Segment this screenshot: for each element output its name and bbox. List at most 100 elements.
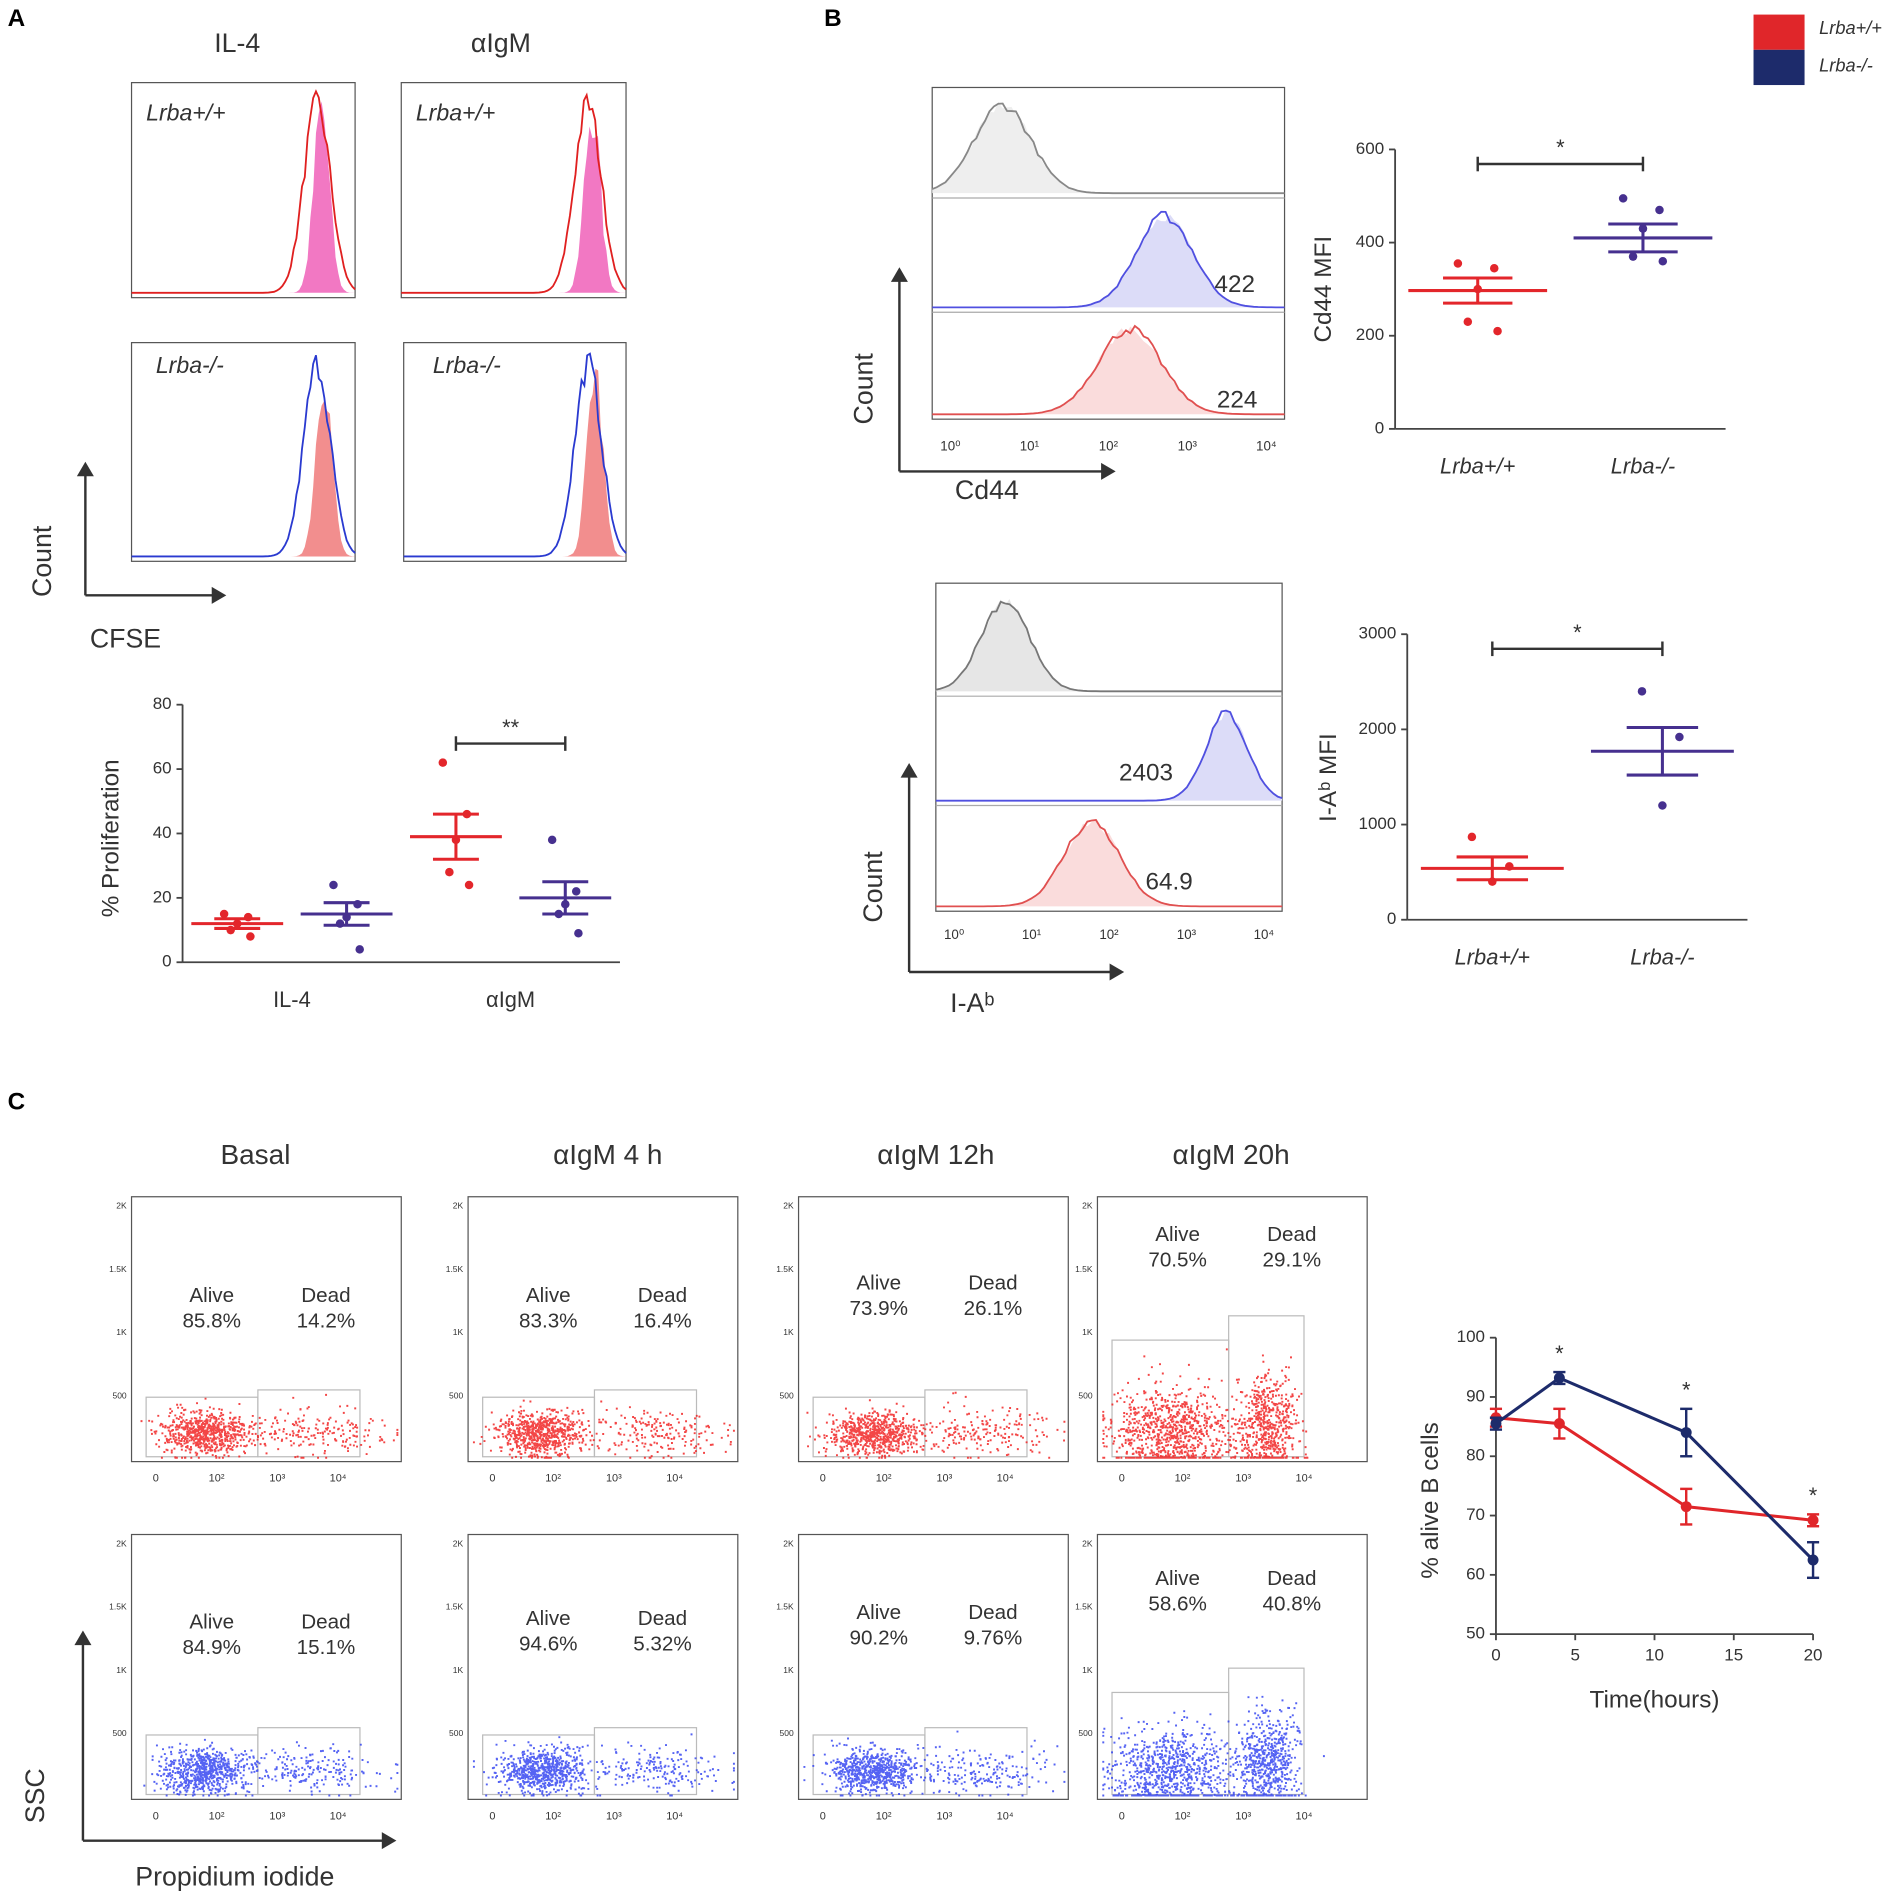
histogram-frame	[403, 342, 627, 562]
x-tick-label: 10³	[936, 1810, 952, 1822]
x-axis-label: Propidium iodide	[135, 1861, 334, 1891]
x-tick-label: 10⁰	[940, 439, 960, 454]
histogram-fill	[932, 326, 1285, 415]
histogram-frame	[400, 82, 627, 299]
flow-dots	[803, 1730, 1066, 1797]
y-tick-label: 2K	[116, 1201, 127, 1211]
y-tick-label: 40	[153, 823, 172, 842]
data-point	[353, 900, 362, 909]
gate-label: Dead	[638, 1607, 687, 1630]
histogram-line	[932, 324, 1285, 416]
arrow-head	[900, 763, 918, 778]
histogram-line	[932, 210, 1285, 309]
x-axis-label: Time(hours)	[1590, 1686, 1720, 1713]
genotype-label: Lrba+/+	[416, 99, 496, 125]
x-tick-label: Lrba+/+	[1455, 944, 1530, 969]
x-tick-label: Lrba-/-	[1611, 454, 1675, 479]
histogram-frame	[935, 582, 1283, 912]
y-tick-label: 1K	[1082, 1327, 1093, 1337]
x-tick-label: 10²	[1175, 1473, 1191, 1485]
genotype-label: Lrba-/-	[433, 352, 501, 378]
column-title: αIgM 20h	[1173, 1139, 1290, 1170]
gate	[924, 1727, 1028, 1796]
legend-label: Lrba-/-	[1819, 56, 1873, 76]
legend-swatch	[1753, 49, 1805, 86]
data-point	[1488, 877, 1497, 886]
mfi-value: 422	[1214, 271, 1255, 298]
histogram-fill	[935, 598, 1283, 692]
data-point	[451, 835, 461, 845]
gate	[257, 1389, 361, 1458]
histogram-fill	[131, 101, 356, 293]
x-tick-label: 0	[153, 1473, 159, 1485]
gate-label: Alive	[1155, 1223, 1200, 1246]
data-point	[1493, 326, 1502, 336]
histogram-fill	[935, 819, 1283, 907]
mfi-value: 2403	[1119, 759, 1173, 786]
x-tick-label: 0	[820, 1473, 826, 1485]
significance-label: *	[1809, 1483, 1818, 1508]
y-tick-label: 60	[153, 759, 172, 778]
y-tick-label: 500	[449, 1728, 463, 1738]
data-point	[445, 867, 454, 877]
histogram-frame	[931, 86, 1286, 420]
y-axis-label: Count	[27, 525, 57, 597]
y-tick-label: 1.5K	[776, 1264, 794, 1274]
y-tick-label: 1.5K	[776, 1602, 794, 1612]
gate-label: Dead	[968, 1272, 1017, 1295]
data-point	[1553, 1372, 1565, 1384]
x-tick-label: 10³	[269, 1810, 285, 1822]
data-point	[1638, 224, 1648, 233]
y-tick-label: 2K	[453, 1201, 464, 1211]
flow-dots	[806, 1391, 1066, 1459]
histogram-line	[931, 102, 1285, 195]
y-tick-label: 90	[1466, 1386, 1485, 1405]
y-axis-label: Cd44 MFI	[1310, 236, 1337, 343]
x-tick-label: 10⁴	[1254, 927, 1275, 942]
y-tick-label: 1.5K	[446, 1264, 464, 1274]
data-point	[1490, 1418, 1502, 1430]
y-tick-label: 500	[1078, 1728, 1092, 1738]
y-tick-label: 1K	[1082, 1665, 1093, 1675]
histogram-line	[401, 92, 627, 294]
gate-label: Alive	[856, 1272, 901, 1295]
histogram-frame	[130, 342, 356, 562]
y-tick-label: 500	[112, 1728, 126, 1738]
x-tick-label: 10⁴	[1296, 1810, 1313, 1822]
x-tick-label: 0	[1119, 1473, 1125, 1485]
y-tick-label: 2K	[116, 1538, 127, 1548]
y-tick-label: 70	[1466, 1505, 1485, 1524]
data-point	[462, 809, 472, 819]
gate-percent: 16.4%	[633, 1309, 692, 1332]
histogram-fill	[935, 708, 1283, 801]
arrow-head	[1101, 462, 1116, 480]
y-axis-label: I-Aᵇ MFI	[1315, 733, 1342, 822]
x-tick-label: 10²	[1099, 439, 1119, 454]
gate	[593, 1727, 698, 1796]
y-tick-label: 1.5K	[1075, 1602, 1093, 1612]
flow-frame	[797, 1533, 1069, 1800]
significance-label: **	[502, 715, 520, 740]
y-tick-label: 2K	[1082, 1201, 1093, 1211]
y-tick-label: 1K	[453, 1327, 464, 1337]
x-tick-label: 0	[489, 1473, 495, 1485]
data-point	[561, 900, 570, 909]
flow-frame	[130, 1196, 402, 1463]
x-tick-label: 10³	[1177, 927, 1197, 942]
mfi-value: 64.9	[1145, 869, 1192, 896]
y-tick-label: 500	[449, 1390, 463, 1400]
histogram-line	[935, 600, 1283, 693]
y-tick-label: 1K	[453, 1665, 464, 1675]
y-tick-label: 1.5K	[109, 1264, 127, 1274]
gate-percent: 58.6%	[1148, 1592, 1207, 1615]
x-tick-label: 15	[1724, 1645, 1743, 1664]
y-tick-label: 2K	[783, 1201, 794, 1211]
x-tick-label: 10¹	[1020, 439, 1040, 454]
gate-percent: 9.76%	[964, 1626, 1023, 1649]
data-point	[1505, 862, 1514, 871]
data-point	[1618, 194, 1628, 203]
arrow-head	[1109, 963, 1125, 981]
gate-percent: 73.9%	[849, 1297, 908, 1320]
x-tick-label: 10³	[936, 1473, 952, 1485]
x-tick-label: 10⁴	[1296, 1473, 1313, 1485]
